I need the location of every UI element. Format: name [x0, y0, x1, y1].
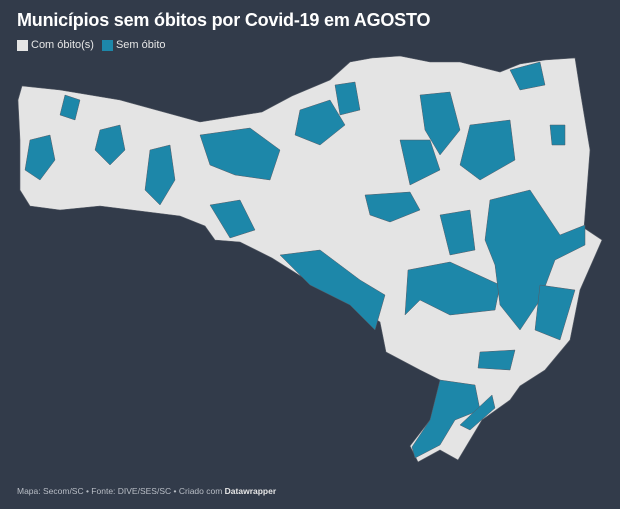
legend-item-com-obito: Com óbito(s)	[17, 39, 94, 51]
footer-text: Mapa: Secom/SC • Fonte: DIVE/SES/SC • Cr…	[17, 486, 225, 496]
legend-swatch-grey	[17, 39, 28, 51]
region	[24, 134, 56, 181]
region	[399, 139, 441, 186]
legend-label: Com óbito(s)	[31, 39, 94, 51]
region	[534, 284, 576, 341]
legend-label: Sem óbito	[115, 39, 166, 51]
region	[294, 99, 346, 146]
legend-swatch-blue	[101, 39, 113, 51]
region	[59, 94, 81, 121]
region	[477, 349, 516, 371]
region	[419, 91, 461, 156]
region	[209, 199, 256, 239]
region	[439, 209, 476, 256]
region	[364, 191, 421, 223]
region	[411, 379, 481, 459]
municipalities-sem-obito	[24, 61, 586, 459]
region	[459, 119, 516, 181]
region	[94, 124, 126, 166]
footer-brand[interactable]: Datawrapper	[224, 486, 277, 496]
region	[334, 81, 361, 116]
legend: Com óbito(s) Sem óbito	[17, 39, 166, 51]
legend-item-sem-obito: Sem óbito	[101, 39, 166, 51]
region	[509, 61, 546, 91]
region	[404, 261, 501, 316]
region	[199, 127, 281, 181]
footer-credits: Mapa: Secom/SC • Fonte: DIVE/SES/SC • Cr…	[17, 486, 276, 496]
region	[459, 394, 496, 431]
region	[279, 249, 386, 331]
region	[484, 189, 586, 331]
region	[549, 124, 566, 146]
region	[144, 144, 176, 206]
map-title: Municípios sem óbitos por Covid-19 em AG…	[17, 10, 431, 30]
